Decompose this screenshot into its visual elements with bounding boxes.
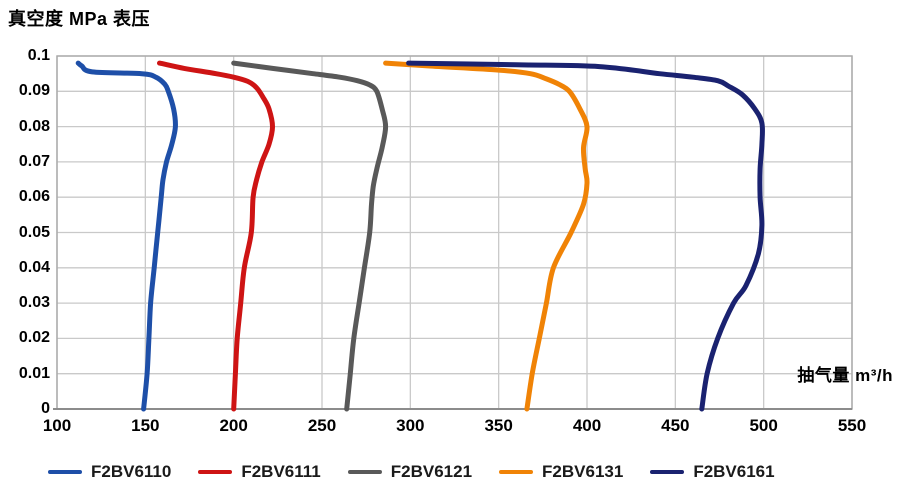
y-tick-label: 0.08 xyxy=(18,117,50,135)
x-tick-label: 100 xyxy=(42,416,72,435)
x-tick-label: 250 xyxy=(307,416,337,435)
legend-item-F2BV6110: F2BV6110 xyxy=(48,463,171,480)
series-line-F2BV6121 xyxy=(231,60,389,412)
chart-title: 真空度 MPa 表压 xyxy=(8,9,151,29)
x-tick-label: 350 xyxy=(484,416,513,435)
y-tick-label: 0.03 xyxy=(18,294,50,312)
y-tick-label: 0.02 xyxy=(18,329,50,347)
legend-swatch-icon xyxy=(48,469,82,474)
legend-swatch-icon xyxy=(650,469,685,474)
y-tick-label: 0 xyxy=(41,400,50,417)
x-tick-label: 300 xyxy=(396,416,425,435)
series-line-F2BV6131 xyxy=(383,60,590,412)
legend-item-F2BV6111: F2BV6111 xyxy=(198,462,321,481)
x-tick-label: 400 xyxy=(572,416,602,435)
x-tick-label: 200 xyxy=(219,416,248,435)
x-tick-label: 550 xyxy=(837,416,867,435)
legend: F2BV6110 F2BV6111 F2BV6121 F2BV6131 F2BV6161 xyxy=(48,463,775,480)
y-tick-label: 0.06 xyxy=(18,188,50,206)
y-tick-label: 0.04 xyxy=(18,258,50,276)
legend-label: F2BV6131 xyxy=(542,462,624,481)
legend-label: F2BV6161 xyxy=(693,462,775,481)
legend-swatch-icon xyxy=(347,469,382,474)
legend-swatch-icon xyxy=(499,469,534,474)
x-tick-label: 450 xyxy=(661,416,690,435)
y-tick-label: 0.05 xyxy=(18,223,50,241)
series-line-F2BV6110 xyxy=(75,60,178,412)
y-tick-label: 0.01 xyxy=(18,364,50,382)
series-line-F2BV6161 xyxy=(406,60,766,412)
legend-swatch-icon xyxy=(198,469,233,474)
legend-item-F2BV6121: F2BV6121 xyxy=(347,462,473,481)
series-line-F2BV6111 xyxy=(157,60,275,412)
legend-label: F2BV6110 xyxy=(91,462,172,481)
legend-item-F2BV6161: F2BV6161 xyxy=(650,462,775,481)
y-tick-label: 0.07 xyxy=(18,152,50,170)
x-axis-unit-label: 抽气量 m³/h xyxy=(797,366,893,385)
legend-item-F2BV6131: F2BV6131 xyxy=(499,463,623,480)
legend-label: F2BV6121 xyxy=(390,462,473,481)
x-tick-label: 150 xyxy=(131,416,160,435)
y-tick-label: 0.09 xyxy=(18,82,50,100)
y-tick-label: 0.1 xyxy=(27,47,50,64)
legend-label: F2BV6111 xyxy=(241,462,321,481)
x-tick-label: 500 xyxy=(749,416,778,435)
